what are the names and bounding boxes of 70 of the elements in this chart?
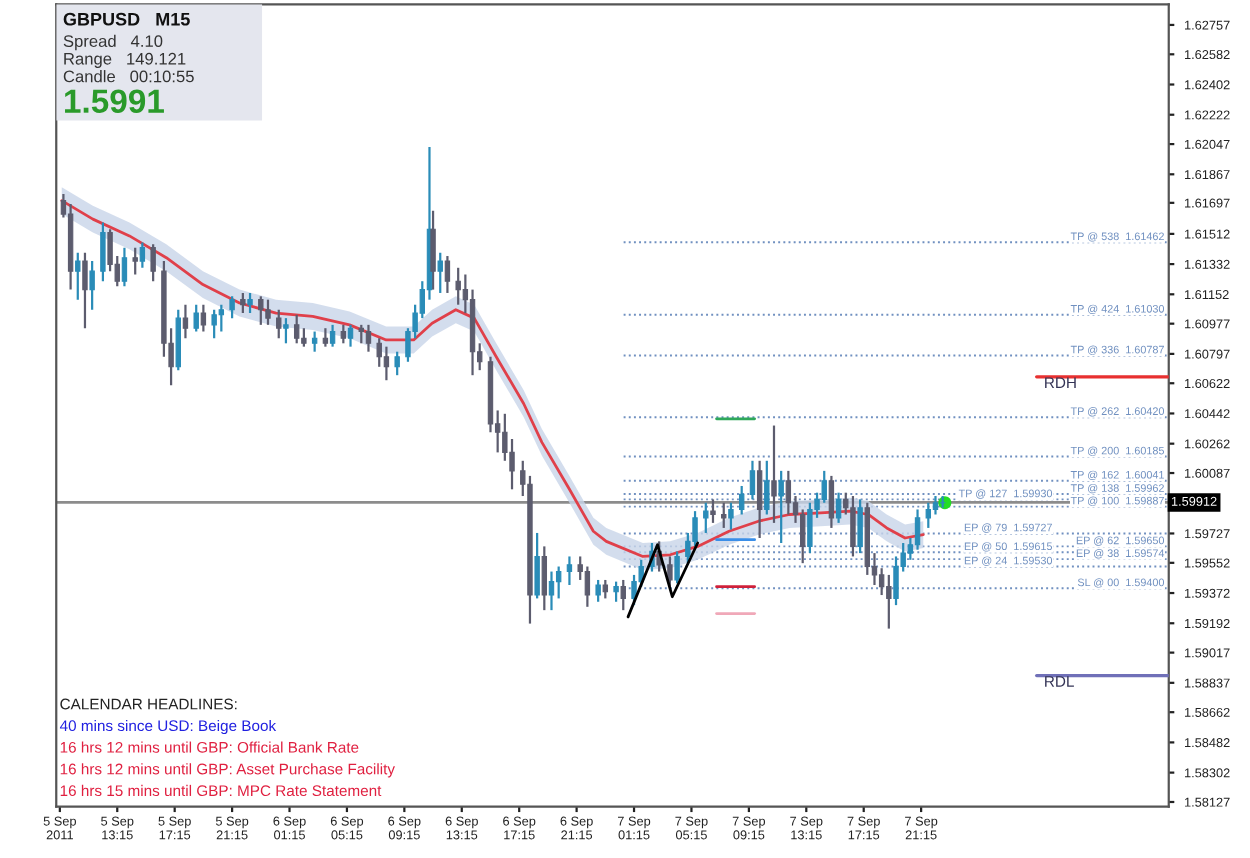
candlestick xyxy=(365,323,372,353)
candlestick xyxy=(100,221,106,283)
candlestick xyxy=(200,303,207,333)
candlestick xyxy=(771,424,777,524)
candlestick xyxy=(394,350,400,377)
candlestick xyxy=(828,474,835,530)
candlestick xyxy=(613,580,619,603)
candlestick xyxy=(602,578,609,600)
candlestick xyxy=(139,241,146,269)
candlestick xyxy=(541,545,548,612)
candlestick xyxy=(914,508,921,551)
candlestick xyxy=(785,469,792,516)
candlestick xyxy=(276,308,282,340)
candlestick xyxy=(886,573,892,630)
candlestick xyxy=(674,550,680,585)
annotation: 1.5991 xyxy=(65,89,164,114)
annotation: Range 149.121 xyxy=(64,52,186,68)
candlestick xyxy=(437,251,443,295)
candlestick xyxy=(534,531,540,600)
candlestick xyxy=(738,484,745,516)
candlestick xyxy=(89,259,95,311)
candlestick xyxy=(150,243,156,283)
candlestick xyxy=(247,291,253,315)
candlestick xyxy=(132,246,138,276)
candlestick xyxy=(430,209,436,291)
candlestick xyxy=(595,578,601,603)
candlestick xyxy=(240,291,246,315)
candlestick xyxy=(620,578,626,612)
candlestick xyxy=(322,327,329,348)
candlestick xyxy=(229,295,235,320)
candlestick xyxy=(756,459,763,540)
candlestick xyxy=(455,266,461,306)
candlestick xyxy=(764,459,770,516)
candlestick xyxy=(667,555,673,588)
candlestick xyxy=(311,330,318,353)
candlestick xyxy=(347,323,354,348)
candlestick xyxy=(857,498,863,555)
candlestick xyxy=(218,303,225,333)
candlestick xyxy=(258,295,264,326)
candlestick xyxy=(358,323,364,345)
candlestick xyxy=(850,494,856,558)
candlestick xyxy=(211,308,217,340)
annotation: Candle 00:10:55 xyxy=(63,70,194,83)
candlestick xyxy=(182,303,189,340)
candlestick xyxy=(82,251,88,330)
candlestick xyxy=(807,501,813,555)
candlestick xyxy=(75,251,81,301)
candlestick xyxy=(721,501,727,530)
candlestick xyxy=(710,498,716,524)
candlestick xyxy=(778,469,784,545)
candlestick xyxy=(340,323,347,345)
candlestick xyxy=(749,459,756,501)
candlestick xyxy=(548,570,555,612)
candlestick xyxy=(703,501,709,535)
candlestick xyxy=(566,555,573,587)
candlestick xyxy=(265,298,271,326)
candlestick xyxy=(932,494,939,516)
candlestick xyxy=(293,313,300,345)
annotation: GBPUSD M15 xyxy=(63,12,190,26)
candlestick xyxy=(925,501,932,530)
candlestick xyxy=(584,565,591,608)
candlestick xyxy=(835,491,842,524)
candlestick xyxy=(193,303,199,333)
candlestick xyxy=(728,501,734,531)
candlestick xyxy=(283,317,289,345)
candlestick xyxy=(329,323,336,348)
candlestick xyxy=(444,254,451,295)
candlestick xyxy=(121,246,128,288)
candlestick xyxy=(383,345,390,382)
annotation: Spread 4.10 xyxy=(63,34,163,51)
